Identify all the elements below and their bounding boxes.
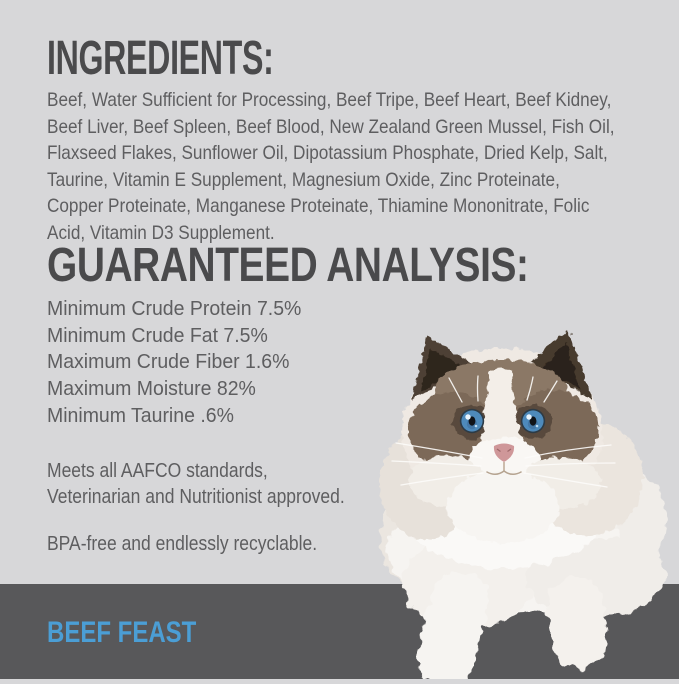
ingredients-line: Flaxseed Flakes, Sunflower Oil, Dipotass… [47,142,608,164]
guaranteed-analysis-heading: GUARANTEED ANALYSIS: [47,239,529,292]
ingredients-line: Taurine, Vitamin E Supplement, Magnesium… [47,168,560,191]
aafco-claim-line: Meets all AAFCO standards, [47,460,268,482]
analysis-line: Minimum Crude Protein 7.5% [47,297,302,320]
ingredients-heading: INGREDIENTS: [47,32,274,85]
cat-ears [412,330,592,400]
cat-head [380,330,643,543]
guaranteed-analysis-list: Minimum Crude Protein 7.5% Minimum Crude… [47,296,301,430]
analysis-line: Maximum Moisture 82% [47,377,256,401]
bpa-claim: BPA-free and endlessly recyclable. [47,532,317,557]
aafco-claim: Meets all AAFCO standards, Veterinarian … [47,459,345,510]
cat-paws [416,571,607,684]
ingredients-line: Copper Proteinate, Manganese Proteinate,… [47,195,590,217]
cat-whiskers [391,375,616,488]
ragdoll-cat-image [370,320,679,684]
ingredients-line: Beef, Water Sufficient for Processing, B… [47,89,612,111]
analysis-line: Maximum Crude Fiber 1.6% [47,350,290,374]
product-name: BEEF FEAST [47,616,197,649]
analysis-line: Minimum Taurine .6% [47,403,234,427]
aafco-claim-line: Veterinarian and Nutritionist approved. [47,485,345,508]
bpa-claim-line: BPA-free and endlessly recyclable. [47,533,318,555]
ragdoll-cat-illustration [380,330,666,684]
cat-eye-left [459,408,485,434]
ingredients-line: Beef Liver, Beef Spleen, Beef Blood, New… [47,115,615,138]
ingredients-line: Acid, Vitamin D3 Supplement. [47,221,275,244]
ingredients-list: Beef, Water Sufficient for Processing, B… [47,87,615,246]
analysis-line: Minimum Crude Fat 7.5% [47,323,268,347]
cat-nose-mouth [486,443,522,475]
cat-eyes [459,408,546,434]
cat-eye-right [520,408,546,434]
